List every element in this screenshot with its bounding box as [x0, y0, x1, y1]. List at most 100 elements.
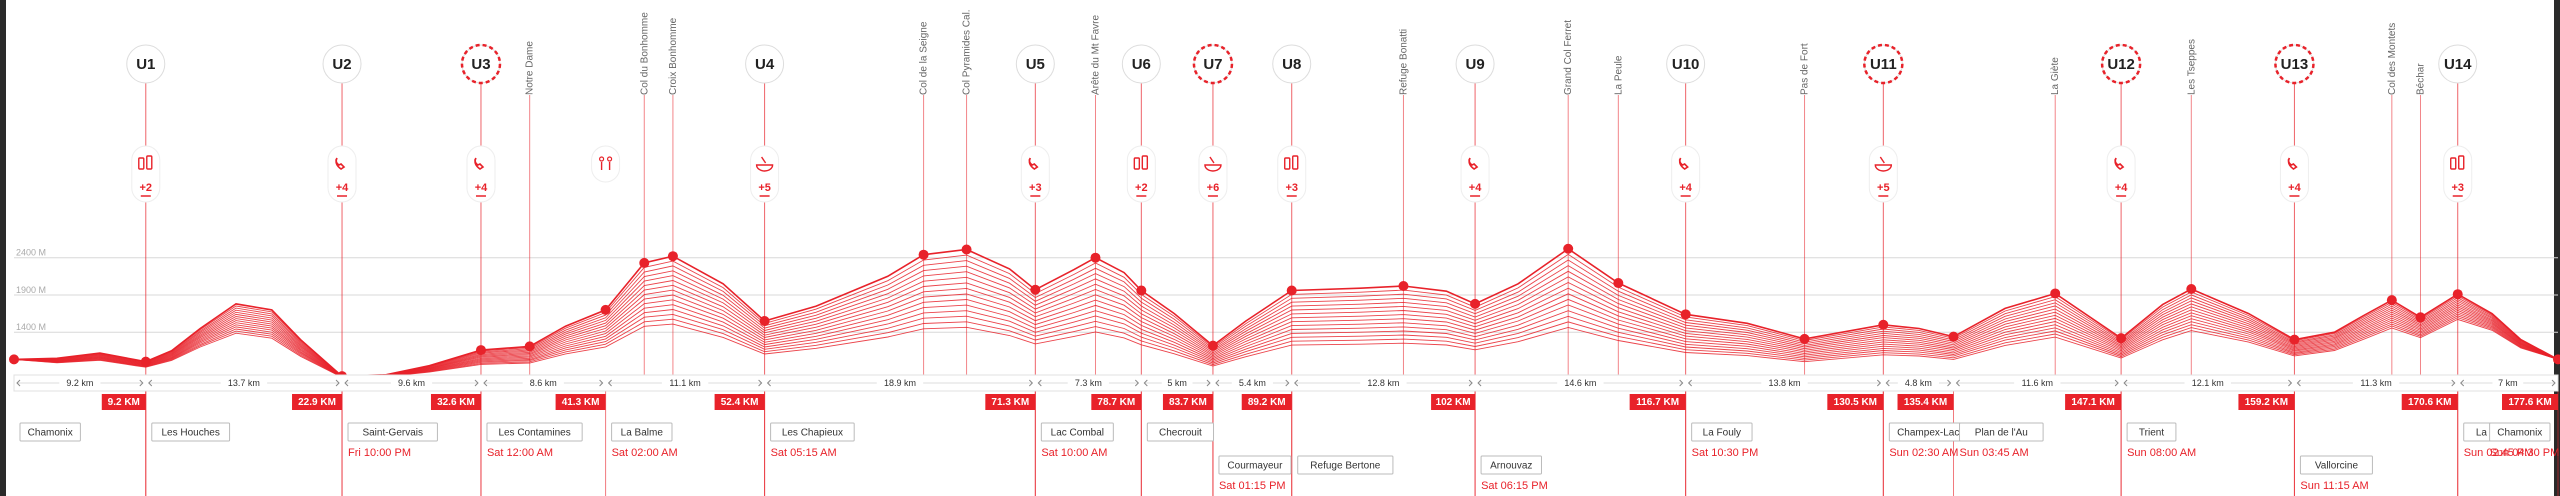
station-badge-bg[interactable]: [745, 44, 785, 84]
water-bottle-icon: [1141, 155, 1149, 170]
service-count: +4: [2288, 182, 2301, 194]
station-badge-label: U5: [1026, 56, 1045, 73]
place-name-box[interactable]: [1218, 455, 1292, 475]
segment-label-bg: [2014, 377, 2061, 389]
place-name-box[interactable]: [2126, 422, 2177, 442]
service-pill[interactable]: [591, 145, 621, 183]
service-pill[interactable]: [1020, 145, 1050, 203]
km-marker-label: 170.6 KM: [2408, 397, 2451, 408]
service-pill[interactable]: [750, 145, 780, 203]
segment-left-chevron: [1477, 379, 1482, 387]
station-badge-bg[interactable]: [1272, 44, 1312, 84]
place-name-box[interactable]: [1040, 422, 1114, 442]
segment-label-bg: [1067, 377, 1109, 389]
profile-point: [2050, 288, 2061, 299]
food-bowl-icon: [761, 156, 767, 164]
profile-point: [1207, 340, 1218, 351]
service-count: +3: [2451, 182, 2464, 194]
service-count: +5: [758, 182, 771, 194]
segment-distance-label: 11.6 km: [2022, 378, 2053, 388]
segment-right-chevron: [2114, 379, 2119, 387]
segment-left-chevron: [16, 379, 21, 387]
segment-label-bg: [1360, 377, 1407, 389]
segment-right-chevron: [2451, 379, 2456, 387]
segment-right-chevron: [2551, 379, 2556, 387]
service-pill[interactable]: [466, 145, 496, 203]
food-bowl-icon: [1209, 156, 1215, 164]
segment-label-bg: [522, 377, 564, 389]
station-badge-label: U6: [1132, 56, 1151, 73]
place-eta-label: Sun 04:30 PM: [2490, 447, 2560, 459]
peak-name-label: Béchar: [2415, 63, 2426, 95]
elevation-layer-line: [13, 265, 2559, 377]
service-pill[interactable]: [1198, 145, 1228, 203]
profile-point: [2116, 333, 2127, 344]
place-name-box[interactable]: [151, 422, 231, 442]
station-badge-bg[interactable]: [126, 44, 166, 84]
segment-left-chevron: [344, 379, 349, 387]
segment-right-chevron: [1134, 379, 1140, 387]
place-name-box[interactable]: [770, 422, 855, 442]
place-eta-label: Sat 05:15 AM: [771, 447, 837, 459]
station-badge-bg[interactable]: [322, 44, 362, 84]
station-badge-bg[interactable]: [1121, 44, 1161, 84]
km-marker-box: [292, 394, 343, 410]
place-name-box[interactable]: [1480, 455, 1542, 475]
place-name-box[interactable]: [486, 422, 583, 442]
segment-label-bg: [876, 377, 924, 389]
segment-label-bg: [390, 377, 433, 389]
service-pill[interactable]: [2279, 145, 2309, 203]
service-pill[interactable]: [1460, 145, 1490, 203]
km-marker-box: [430, 394, 481, 410]
place-name-box[interactable]: [19, 422, 81, 442]
service-pill[interactable]: [1671, 145, 1701, 203]
peak-name-label: Refuge Bonatti: [1398, 29, 1409, 95]
km-marker-box: [1162, 394, 1213, 410]
station-badge-dashed-ring: [2100, 43, 2142, 85]
peak-name-label: Les Tseppes: [2186, 39, 2197, 95]
station-badge-bg[interactable]: [1455, 44, 1495, 84]
station-badge-bg[interactable]: [1666, 44, 1706, 84]
profile-point: [667, 251, 678, 262]
service-pill[interactable]: [2106, 145, 2136, 203]
profile-point: [1470, 298, 1481, 309]
place-name-box[interactable]: [2489, 422, 2551, 442]
place-name-label: Checrouit: [1159, 428, 1202, 439]
segment-label-bg: [2352, 377, 2400, 389]
place-name-box[interactable]: [1297, 455, 1394, 475]
water-bottle-icon: [2450, 157, 2457, 170]
peak-name-label: Arête du Mt Favre: [1090, 15, 1101, 95]
place-name-box[interactable]: [2299, 455, 2373, 475]
station-badge-bg[interactable]: [1015, 44, 1055, 84]
place-name-box[interactable]: [611, 422, 673, 442]
place-name-box[interactable]: [1959, 422, 2044, 442]
service-count: +4: [475, 182, 488, 194]
peak-name-label: La Peule: [1613, 55, 1624, 95]
elevation-tick-label: 1400 M: [16, 322, 46, 332]
place-name-box[interactable]: [347, 422, 438, 442]
km-marker-label: 159.2 KM: [2245, 397, 2288, 408]
service-pill[interactable]: [1868, 145, 1898, 203]
profile-point: [475, 345, 486, 356]
place-eta-label: Sun 08:00 AM: [2127, 447, 2196, 459]
profile-point: [2415, 312, 2426, 323]
service-pill[interactable]: [327, 145, 357, 203]
km-marker-label: 41.3 KM: [562, 397, 600, 408]
water-bottle-icon: [1133, 157, 1141, 170]
elevation-tick-label: 2400 M: [16, 248, 46, 258]
place-name-box[interactable]: [1691, 422, 1753, 442]
phone-icon: [2287, 157, 2298, 170]
segment-right-chevron: [1206, 379, 1211, 387]
station-badge-label: U4: [755, 56, 775, 73]
segment-label-bg: [1231, 377, 1273, 389]
segment-distance-label: 5.4 km: [1239, 378, 1266, 388]
km-marker-box: [2065, 394, 2122, 410]
station-badge-bg[interactable]: [2438, 44, 2478, 84]
km-marker-box: [1091, 394, 1142, 410]
place-name-box[interactable]: [1146, 422, 1215, 442]
segment-left-chevron: [1885, 379, 1890, 387]
profile-point: [1680, 309, 1691, 320]
km-marker-box: [101, 394, 146, 410]
food-bowl-icon: [755, 164, 774, 172]
segment-distance-label: 7.3 km: [1075, 378, 1102, 388]
